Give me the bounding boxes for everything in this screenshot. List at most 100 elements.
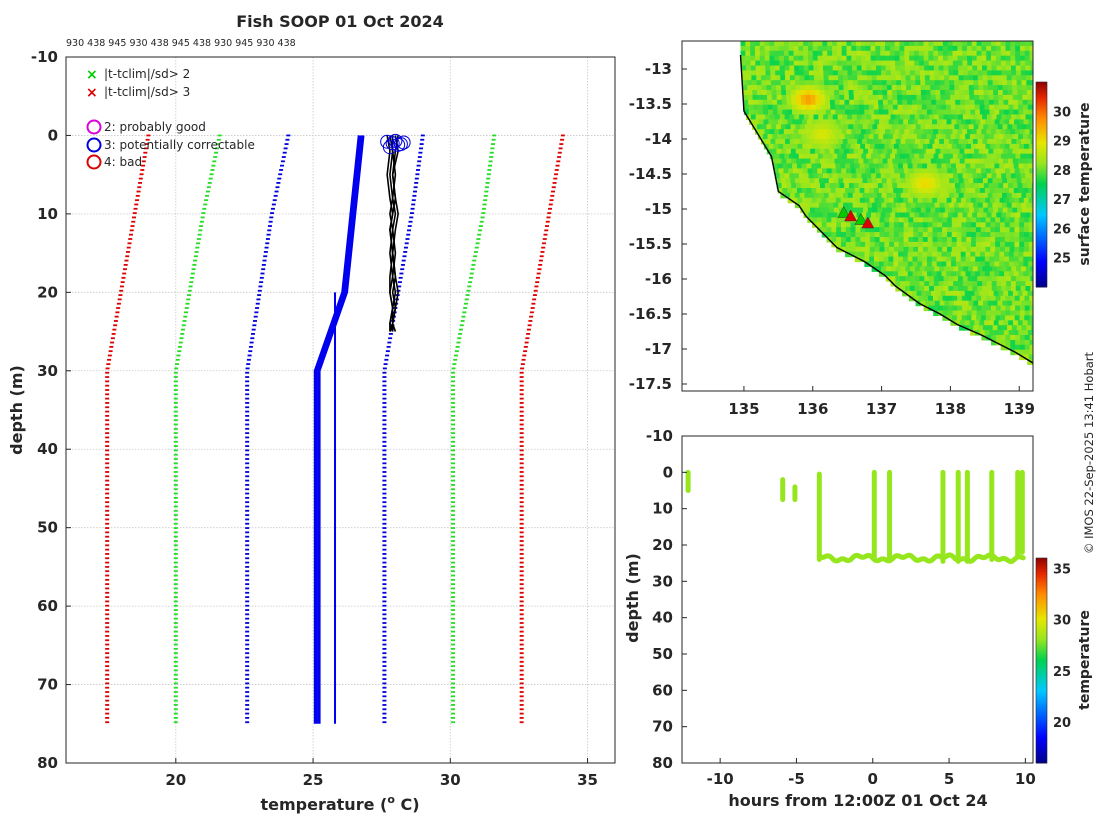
sst-cell <box>936 251 943 258</box>
profile-xlabel-sup: o <box>387 793 395 806</box>
clim-envelope-point <box>519 639 524 642</box>
sst-cell <box>987 325 994 331</box>
clim-envelope-point <box>105 471 110 473</box>
sst-cell <box>933 45 939 52</box>
sst-cell <box>1028 246 1033 253</box>
sst-cell <box>933 50 939 57</box>
sst-cell <box>1024 55 1031 62</box>
sst-cell <box>955 320 961 326</box>
sst-cell <box>876 192 883 199</box>
sst-cell <box>1024 143 1030 150</box>
clim-envelope-point <box>451 471 456 473</box>
sst-cell <box>948 266 955 272</box>
clim-envelope-point <box>417 156 422 158</box>
sst-cell <box>914 276 921 282</box>
sst-cell <box>938 212 944 218</box>
clim-envelope-point <box>245 389 250 391</box>
sst-cell <box>929 75 936 81</box>
clim-envelope-point <box>105 561 110 564</box>
clim-envelope-point <box>519 436 524 439</box>
sst-cell <box>995 227 1001 233</box>
sst-cell <box>1015 129 1021 135</box>
clim-envelope-point <box>382 626 387 629</box>
map-x-tick-label: 137 <box>866 400 897 418</box>
sst-cell <box>830 109 836 116</box>
clim-envelope-point <box>473 251 478 253</box>
sst-cell <box>1004 251 1010 258</box>
sst-cell <box>1001 153 1007 160</box>
sst-cell <box>776 158 783 165</box>
sst-cell <box>751 80 758 86</box>
sst-cell <box>871 202 878 209</box>
sst-cell <box>843 90 850 96</box>
sst-cell <box>1015 50 1021 57</box>
clim-envelope-point <box>519 380 524 383</box>
clim-envelope-point <box>547 212 552 215</box>
map-colorbar-swatch <box>1036 86 1047 89</box>
sst-cell <box>988 207 994 214</box>
sst-cell <box>785 124 792 130</box>
td-colorbar-swatch <box>1036 640 1047 643</box>
sst-cell <box>855 119 861 125</box>
td-colorbar-swatch <box>1036 742 1047 746</box>
sst-cell <box>1005 344 1011 351</box>
sst-cell <box>956 227 963 233</box>
sst-cell <box>1016 75 1022 81</box>
sst-cell <box>960 163 967 169</box>
clim-envelope-point <box>133 207 138 210</box>
clim-envelope-point <box>246 358 251 361</box>
clim-envelope-point <box>173 509 178 512</box>
td-colorbar-swatch <box>1036 674 1047 678</box>
sst-cell <box>840 163 846 169</box>
sst-cell <box>832 55 838 62</box>
sst-cell <box>949 178 955 184</box>
sst-cell <box>983 300 989 307</box>
sst-cell <box>913 129 920 135</box>
sst-cell <box>1015 286 1022 292</box>
sst-cell <box>962 41 968 47</box>
sst-cell <box>869 241 876 248</box>
sst-cell <box>805 158 812 165</box>
sst-cell <box>844 94 850 101</box>
sst-cell <box>847 70 853 76</box>
sst-cell <box>921 290 927 297</box>
sst-cell <box>991 65 998 71</box>
td-colorbar-swatch <box>1036 580 1047 584</box>
sst-cell <box>1009 315 1016 321</box>
sst-cell <box>828 139 834 145</box>
sst-cell <box>841 129 848 135</box>
clim-envelope-point <box>487 169 492 171</box>
td-colorbar-swatch <box>1036 584 1047 588</box>
td-colorbar-swatch <box>1036 570 1047 573</box>
sst-cell <box>923 305 929 312</box>
sst-cell <box>929 202 936 209</box>
sst-cell <box>946 261 952 267</box>
sst-cell <box>920 90 927 96</box>
sst-cell <box>895 173 901 179</box>
sst-cell <box>1015 339 1021 346</box>
sst-cell <box>987 178 994 184</box>
sst-cell <box>754 41 761 47</box>
sst-cell <box>958 300 965 307</box>
sst-cell <box>1017 183 1024 189</box>
sst-cell <box>900 75 907 81</box>
sst-cell <box>927 271 933 277</box>
sst-cell <box>933 281 940 287</box>
sst-cell <box>865 237 871 243</box>
sst-cell <box>930 300 936 307</box>
clim-envelope-point <box>520 363 525 366</box>
map-colorbar-swatch <box>1036 262 1047 265</box>
clim-envelope-point <box>202 207 207 210</box>
clim-envelope-point <box>538 263 543 266</box>
sst-cell <box>995 295 1001 302</box>
sst-cell <box>914 212 920 218</box>
sst-cell <box>906 207 912 214</box>
clim-envelope-point <box>190 272 195 275</box>
sst-cell <box>949 148 956 155</box>
sst-cell <box>816 109 822 116</box>
sst-cell <box>1007 148 1014 155</box>
sst-cell <box>984 188 991 194</box>
sst-cell <box>783 55 790 62</box>
clim-mean-line-2 <box>317 135 365 724</box>
sst-cell <box>876 266 882 272</box>
